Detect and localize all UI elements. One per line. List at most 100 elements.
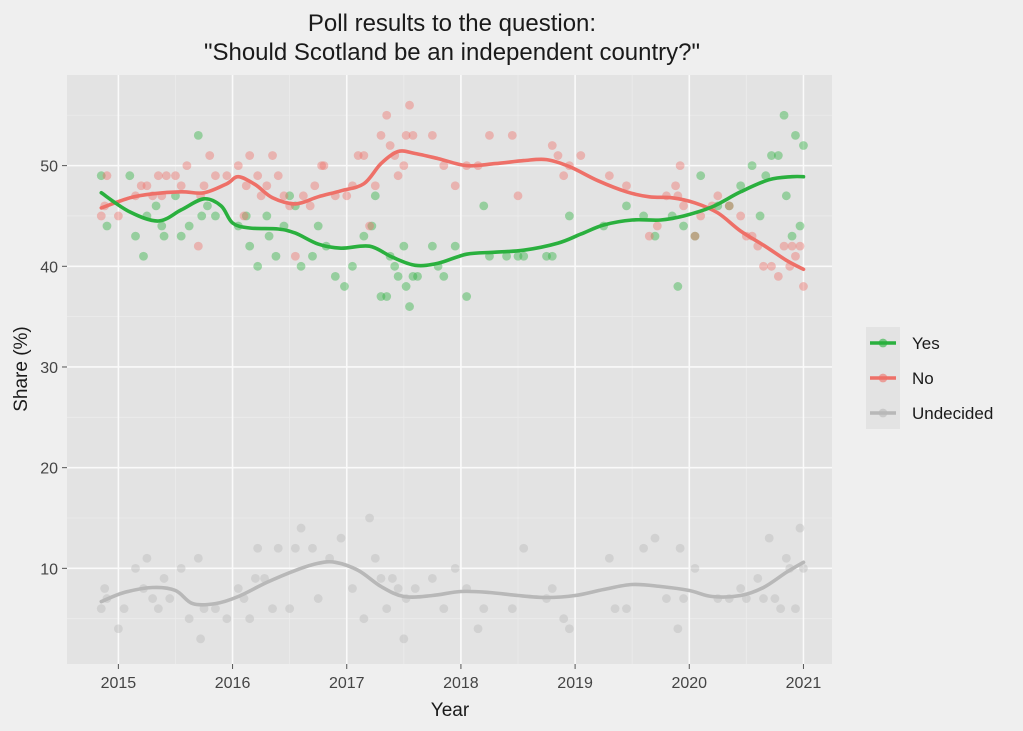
no-point <box>553 151 563 160</box>
no-point <box>399 161 409 171</box>
undecided-point <box>268 604 277 614</box>
yes-point <box>513 251 523 261</box>
no-point <box>268 151 277 160</box>
no-point <box>211 171 220 181</box>
yes-point <box>393 271 403 281</box>
legend-no-label: No <box>912 369 934 388</box>
yes-point <box>439 271 449 281</box>
no-point <box>604 171 614 181</box>
axis-ticks: 2015 2016 2017 2018 2019 2020 2021 10 20 30 40 50 <box>40 159 821 692</box>
yes-point <box>102 221 112 231</box>
no-point <box>450 181 460 191</box>
undecided-point <box>165 594 175 603</box>
no-point <box>176 181 186 191</box>
undecided-point <box>399 634 409 644</box>
no-point <box>382 110 392 120</box>
yes-point <box>197 211 207 221</box>
no-point <box>310 181 320 191</box>
yes-point <box>376 292 386 301</box>
yes-point <box>799 141 808 150</box>
no-point <box>679 201 688 211</box>
undecided-point <box>791 604 800 614</box>
undecided-point <box>736 584 746 593</box>
yes-point <box>370 191 380 201</box>
yes-point <box>779 110 789 120</box>
undecided-point <box>393 584 403 593</box>
yes-point <box>427 241 437 251</box>
no-point <box>547 141 557 150</box>
undecided-point <box>559 614 569 624</box>
undecided-point <box>290 543 300 553</box>
undecided-point <box>142 553 152 563</box>
yes-point <box>502 251 511 261</box>
no-point <box>317 161 327 171</box>
no-point <box>385 141 395 150</box>
undecided-point <box>376 574 386 583</box>
no-point <box>262 181 272 191</box>
no-point <box>671 181 680 191</box>
yes-point <box>382 292 392 301</box>
undecided-point <box>365 513 374 523</box>
yes-point <box>736 181 746 191</box>
no-point <box>273 171 283 181</box>
legend-undecided-marker <box>878 408 888 418</box>
undecided-point <box>770 594 780 603</box>
yes-point <box>401 282 411 291</box>
no-point <box>759 261 768 271</box>
yes-point <box>139 251 148 261</box>
undecided-point <box>370 553 380 563</box>
undecided-point <box>679 594 688 603</box>
yes-point <box>184 221 194 231</box>
yes-point <box>787 231 797 241</box>
undecided-point <box>610 604 620 614</box>
yes-point <box>564 211 574 221</box>
no-point <box>161 171 171 181</box>
undecided-point <box>296 523 306 533</box>
no-point <box>787 241 797 251</box>
no-point <box>279 191 289 201</box>
undecided-point <box>673 624 683 634</box>
yes-point <box>367 221 377 231</box>
yes-point <box>408 271 418 281</box>
yes-point <box>151 201 161 211</box>
yes-point <box>271 251 281 261</box>
yes-point <box>690 231 700 241</box>
no-point <box>305 201 315 211</box>
yes-point <box>791 131 800 140</box>
yes-point <box>413 271 422 281</box>
no-point <box>365 221 374 231</box>
no-point <box>644 231 654 241</box>
no-point <box>182 161 192 171</box>
yes-point <box>264 231 274 241</box>
x-tick-label: 2021 <box>786 675 822 692</box>
no-point <box>96 211 106 221</box>
undecided-point <box>675 543 685 553</box>
yes-point <box>245 241 255 251</box>
undecided-point <box>193 553 203 563</box>
no-point <box>767 261 776 271</box>
undecided-point <box>222 614 232 624</box>
yes-point <box>773 151 783 160</box>
undecided-point <box>245 614 255 624</box>
no-point <box>713 191 723 201</box>
yes-point <box>679 221 688 231</box>
undecided-point <box>473 624 483 634</box>
yes-point <box>542 251 551 261</box>
y-tick-label: 20 <box>40 461 58 478</box>
undecided-point <box>159 574 169 583</box>
no-point <box>245 151 255 160</box>
no-point <box>690 231 700 241</box>
undecided-point <box>427 574 437 583</box>
undecided-point <box>759 594 768 603</box>
undecided-point <box>211 604 220 614</box>
legend-undecided-label: Undecided <box>912 404 993 423</box>
undecided-point <box>250 574 260 583</box>
y-tick-label: 40 <box>40 259 58 276</box>
undecided-point <box>100 584 110 593</box>
yes-point <box>761 171 771 181</box>
no-point <box>773 271 783 281</box>
trend-lines <box>99 149 806 607</box>
undecided-point <box>795 523 805 533</box>
no-point <box>439 161 449 171</box>
no-point <box>675 161 685 171</box>
